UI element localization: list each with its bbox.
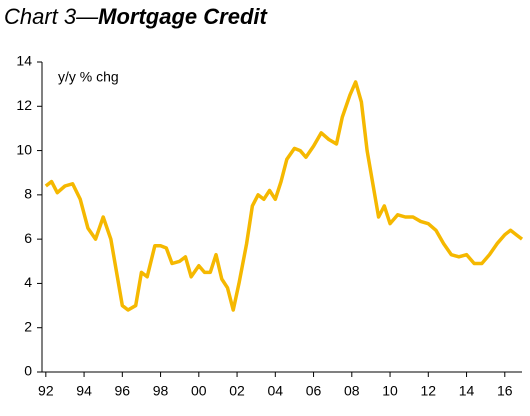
y-tick-label: 8: [24, 186, 32, 202]
y-axis-label: y/y % chg: [58, 69, 119, 85]
chart-title: Chart 3—Mortgage Credit: [4, 4, 269, 29]
y-tick-label: 10: [16, 141, 32, 157]
x-tick-label: 92: [38, 383, 54, 399]
x-tick-label: 02: [229, 383, 245, 399]
y-tick-label: 0: [24, 363, 32, 379]
data-line: [44, 80, 524, 312]
y-tick-label: 2: [24, 318, 32, 334]
y-tick-label: 4: [24, 274, 32, 290]
x-tick-label: 96: [115, 383, 131, 399]
y-tick-label: 6: [24, 230, 32, 246]
y-tick-label: 12: [16, 97, 32, 113]
x-tick-label: 06: [306, 383, 322, 399]
x-tick-label: 94: [76, 383, 92, 399]
title-prefix: Chart 3—: [4, 4, 99, 29]
x-tick-label: 98: [153, 383, 169, 399]
x-tick-label: 00: [191, 383, 207, 399]
title-main: Mortgage Credit: [98, 4, 268, 29]
x-tick-label: 16: [497, 383, 513, 399]
x-tick-label: 14: [459, 383, 475, 399]
x-tick-label: 12: [421, 383, 437, 399]
x-tick-label: 04: [268, 383, 284, 399]
x-tick-label: 08: [344, 383, 360, 399]
x-tick-label: 10: [382, 383, 398, 399]
y-tick-label: 14: [16, 53, 32, 69]
